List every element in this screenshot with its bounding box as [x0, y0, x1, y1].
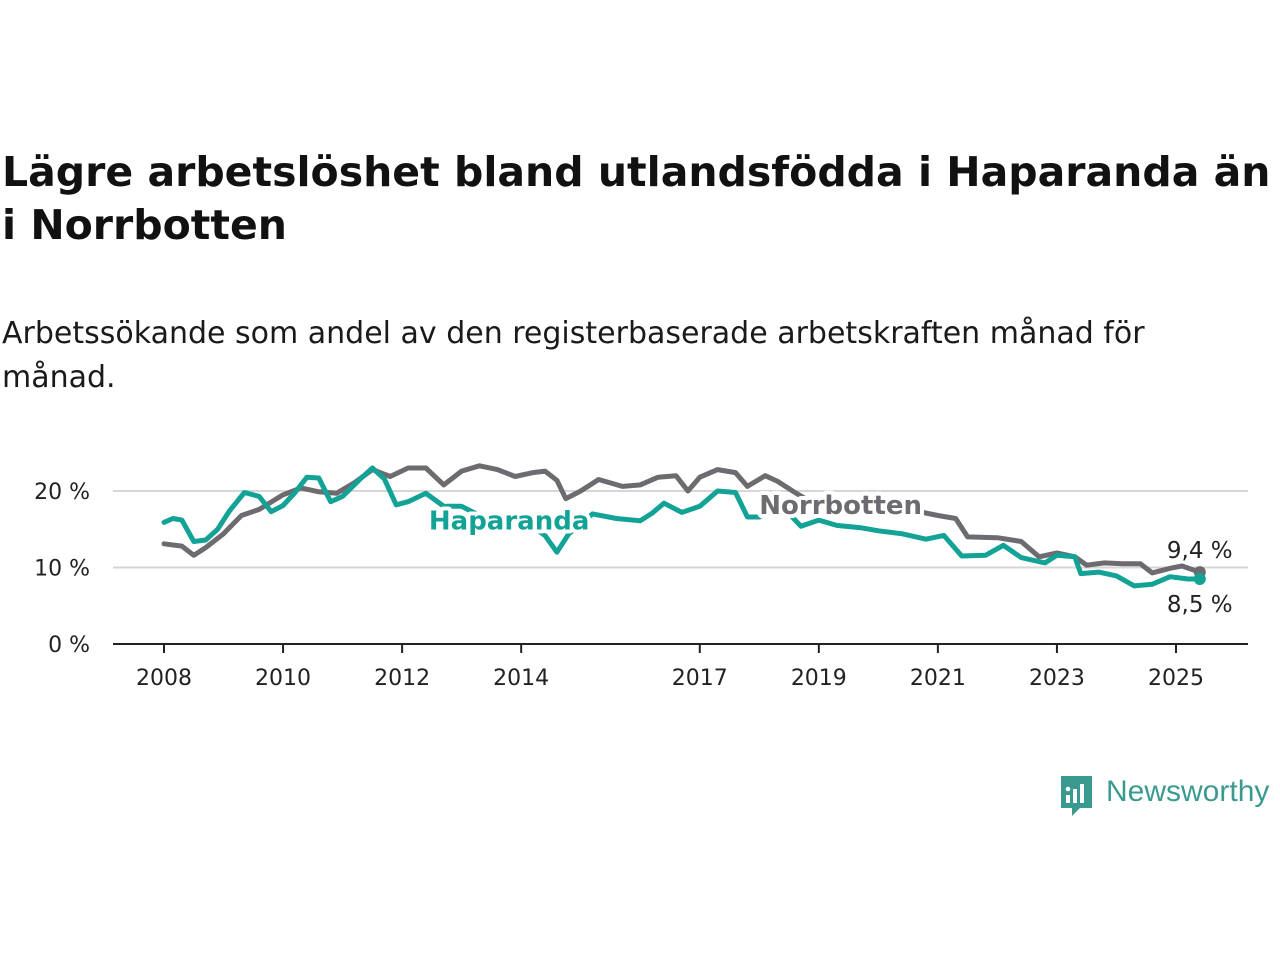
x-tick-label: 2023	[1029, 666, 1085, 691]
x-tick-label: 2021	[910, 666, 966, 691]
end-label-norrbotten: 9,4 %9,4 %	[1164, 535, 1236, 567]
line-chart: 0 % 10 % 20 % 2008 2010 2012 2014 2017 2019 2021…	[34, 463, 1248, 691]
newsworthy-logo: Newsworthy	[1058, 774, 1278, 820]
x-tick-label: 2008	[136, 666, 192, 691]
series-end-point-haparanda	[1193, 572, 1206, 585]
x-tick-label: 2010	[255, 666, 311, 691]
y-tick-label: 0 %	[48, 633, 90, 658]
series-line-norrbotten	[161, 463, 1203, 576]
svg-text:8,5 %: 8,5 %	[1167, 592, 1233, 618]
y-tick-label: 10 %	[34, 557, 90, 582]
x-axis: 2008 2010 2012 2014 2017 2019 2021 2023 2025	[113, 643, 1248, 691]
brand-name: Newsworthy	[1106, 775, 1270, 808]
x-tick-label: 2012	[374, 666, 430, 691]
svg-text:Norrbotten: Norrbotten	[759, 491, 922, 521]
gridlines	[113, 490, 1248, 569]
svg-text:8,5 %: 8,5 %	[1167, 592, 1233, 618]
svg-text:9,4 %: 9,4 %	[1167, 538, 1233, 564]
svg-text:Haparanda: Haparanda	[429, 506, 590, 536]
svg-text:9,4 %: 9,4 %	[1167, 538, 1233, 564]
x-tick-label: 2019	[791, 666, 847, 691]
chart-title: Lägre arbetslöshet bland utlandsfödda i …	[2, 148, 1271, 249]
y-axis-ticks: 0 % 10 % 20 %	[34, 480, 90, 658]
x-tick-label: 2014	[493, 666, 549, 691]
y-tick-label: 20 %	[34, 480, 90, 505]
series-lines	[161, 463, 1206, 589]
series-line-haparanda	[161, 465, 1203, 589]
svg-text:Norrbotten: Norrbotten	[759, 491, 922, 521]
x-tick-label: 2017	[672, 666, 728, 691]
x-tick-label: 2025	[1148, 666, 1204, 691]
svg-text:Haparanda: Haparanda	[429, 506, 590, 536]
chart-subtitle: Arbetssökande som andel av den registerb…	[2, 316, 1145, 395]
end-label-haparanda: 8,5 %8,5 %	[1164, 589, 1236, 621]
